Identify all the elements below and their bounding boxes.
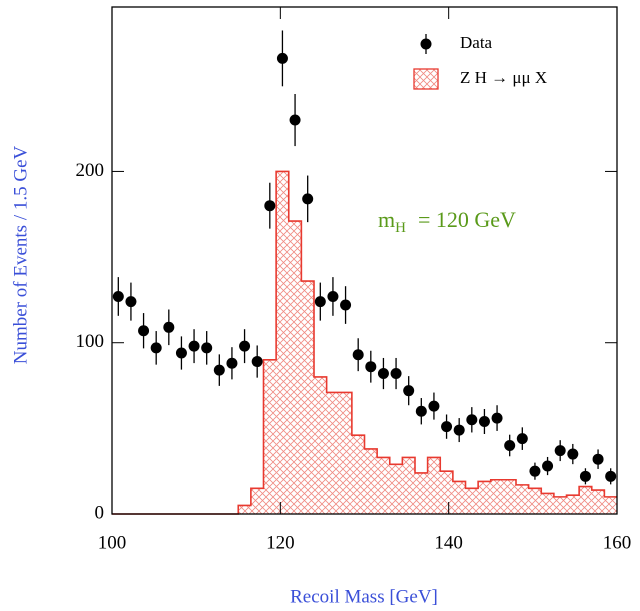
histogram-bar — [478, 481, 491, 514]
x-tick-label: 100 — [98, 532, 127, 553]
legend-marker — [413, 68, 439, 90]
histogram-bar — [415, 472, 428, 514]
data-point — [491, 412, 503, 424]
data-point — [239, 340, 251, 352]
histogram-bar — [541, 493, 554, 514]
histogram-bar — [377, 457, 390, 514]
histogram-bar — [490, 479, 504, 514]
data-point — [226, 357, 238, 369]
x-axis-title: Recoil Mass [GeV] — [290, 586, 438, 607]
x-tick-label: 140 — [434, 532, 463, 553]
histogram-bar — [263, 359, 277, 514]
data-point — [579, 470, 591, 482]
histogram-bar — [528, 488, 542, 514]
histogram-bar — [314, 376, 327, 514]
histogram-bar — [553, 496, 567, 514]
histogram-bar — [402, 457, 415, 514]
histogram-bar — [591, 490, 605, 514]
histogram-bar — [427, 457, 441, 514]
y-tick-label: 200 — [76, 160, 105, 181]
annotation-text: = 120 GeV — [418, 207, 516, 232]
data-point — [516, 433, 528, 445]
legend-label: Data — [460, 33, 493, 52]
data-point — [441, 421, 453, 433]
histogram-bar — [339, 392, 352, 514]
data-point — [377, 368, 389, 380]
histogram-bar — [288, 221, 302, 514]
histogram-bar — [250, 488, 264, 514]
histogram-bar — [566, 495, 580, 514]
histogram-outline — [112, 170, 617, 515]
data-point — [163, 321, 175, 333]
data-point — [365, 361, 377, 373]
data-point — [150, 342, 162, 354]
plot-frame — [111, 6, 618, 515]
histogram-bar — [503, 479, 516, 514]
data-point — [188, 340, 200, 352]
data-point — [605, 470, 617, 482]
x-tick-label: 120 — [266, 532, 295, 553]
x-tick-label: 160 — [603, 532, 632, 553]
histogram-bar — [351, 435, 365, 514]
annotation-subscript: H — [395, 220, 406, 236]
annotation-symbol: m — [378, 207, 395, 232]
histogram-bar — [326, 392, 340, 514]
data-point — [504, 439, 516, 451]
data-point — [327, 290, 339, 302]
y-tick-label: 100 — [76, 331, 105, 352]
y-axis-title: Number of Events / 1.5 GeV — [10, 146, 31, 365]
data-point — [289, 114, 301, 126]
data-point — [529, 465, 541, 477]
histogram-bar — [364, 448, 378, 514]
data-point — [428, 400, 440, 412]
data-point — [138, 325, 150, 337]
histogram-bar — [452, 481, 466, 514]
data-point — [276, 52, 288, 64]
data-point — [112, 290, 124, 302]
legend-label: Z H → μμ X — [460, 68, 547, 87]
histogram-bar — [389, 464, 403, 514]
data-point — [125, 296, 137, 308]
data-point — [314, 296, 326, 308]
data-point — [554, 445, 566, 457]
annotation: mH = 120 GeV — [378, 207, 516, 236]
data-point — [453, 424, 465, 436]
data-point — [264, 200, 276, 212]
data-point — [466, 414, 478, 426]
data-point — [340, 299, 352, 311]
data-point — [251, 356, 263, 368]
data-point — [415, 405, 427, 417]
data-point — [592, 453, 604, 465]
data-point — [478, 416, 490, 428]
data-point — [213, 364, 225, 376]
histogram-bar — [465, 488, 479, 514]
histogram-bar — [604, 496, 617, 514]
data-point — [403, 385, 415, 397]
data-point — [175, 347, 187, 359]
data-point — [302, 193, 314, 205]
histogram-bar — [276, 171, 289, 514]
histogram-bar — [579, 486, 592, 514]
legend-marker — [420, 38, 432, 50]
histogram-bar — [301, 281, 314, 514]
y-tick-label: 0 — [95, 502, 105, 523]
histogram-bar — [516, 484, 529, 514]
data-point — [542, 460, 554, 472]
histogram-bar — [440, 471, 453, 514]
data-point — [352, 349, 364, 361]
data-point — [201, 342, 213, 354]
data-point — [390, 368, 402, 380]
histogram-bar — [238, 505, 251, 514]
data-point — [567, 448, 579, 460]
